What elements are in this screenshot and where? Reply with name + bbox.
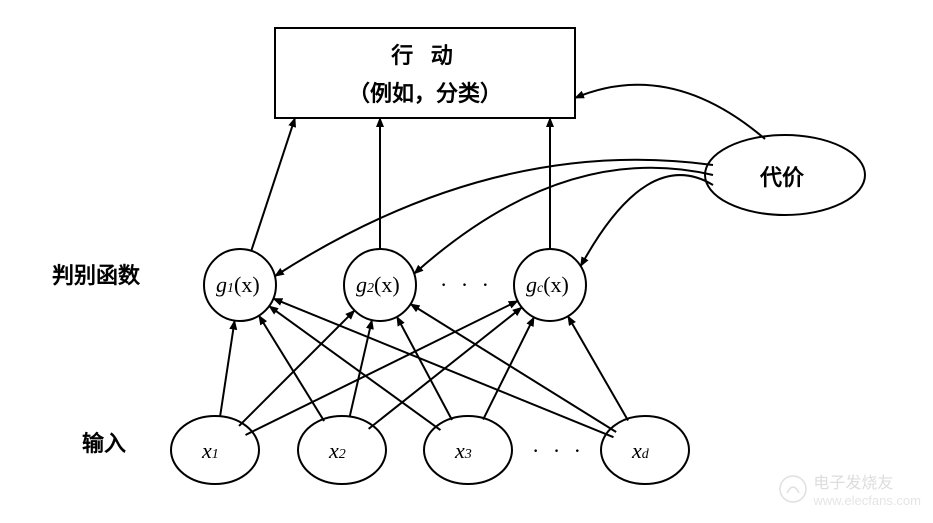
g2-label: g2(x) <box>356 272 400 298</box>
x-ellipsis: · · · <box>532 438 585 464</box>
watermark-icon <box>779 475 807 503</box>
xd-label: xd <box>632 438 649 464</box>
watermark: 电子发烧友 www.elecfans.com <box>779 469 921 508</box>
diagram-canvas: 判别函数 输入 行 动 （例如，分类） 代价 g1(x) g2(x) gc(x)… <box>0 0 933 518</box>
action-box-line2: （例如，分类） <box>275 76 575 108</box>
action-box-line1: 行 动 <box>275 38 575 70</box>
watermark-text: 电子发烧友 <box>813 469 921 493</box>
input-row-label: 输入 <box>82 426 126 458</box>
x1-label: x1 <box>202 438 219 464</box>
g-ellipsis: · · · <box>440 272 493 298</box>
gc-label: gc(x) <box>526 272 569 298</box>
watermark-url: www.elecfans.com <box>813 493 921 508</box>
x2-label: x2 <box>329 438 346 464</box>
x3-label: x3 <box>455 438 472 464</box>
cost-label: 代价 <box>760 160 804 192</box>
g1-label: g1(x) <box>216 272 260 298</box>
discriminant-row-label: 判别函数 <box>52 258 140 290</box>
